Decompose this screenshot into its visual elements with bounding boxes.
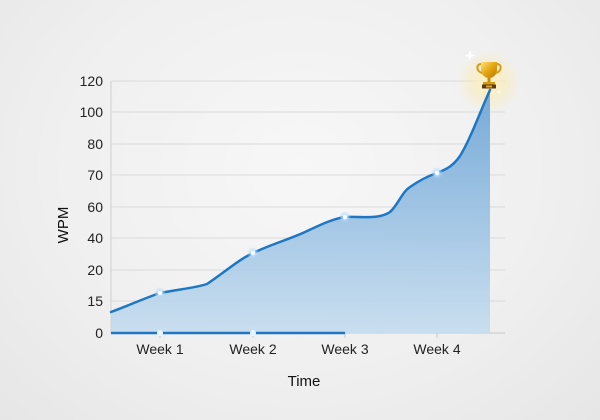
data-point-markers — [154, 167, 443, 336]
y-tick-label: 100 — [80, 104, 104, 120]
y-tick-label: 120 — [80, 73, 104, 89]
trophy-icon — [476, 62, 502, 89]
marker-baseline-week-2 — [250, 330, 256, 336]
y-tick-label: 15 — [87, 293, 103, 309]
y-axis-title: WPM — [55, 207, 72, 244]
sparkle-icon — [464, 50, 501, 94]
x-axis-title: Time — [288, 373, 321, 390]
y-tick-label: 20 — [87, 262, 103, 278]
y-tick-label: 0 — [95, 325, 103, 341]
x-tick-label: Week 1 — [136, 341, 183, 357]
x-tick-label: Week 3 — [321, 341, 368, 357]
wpm-area-fill — [111, 90, 490, 333]
y-tick-label: 40 — [87, 230, 103, 246]
y-tick-label: 60 — [87, 199, 103, 215]
y-tick-label: 80 — [87, 136, 103, 152]
x-tick-label: Week 4 — [413, 341, 460, 357]
x-tick-label: Week 2 — [229, 341, 276, 357]
marker-baseline-week-1 — [157, 330, 163, 336]
y-tick-label: 70 — [87, 167, 103, 183]
x-axis-labels: Week 1 Week 2 Week 3 Week 4 — [136, 341, 460, 357]
y-axis-labels: 120 100 80 70 60 40 20 15 0 — [80, 73, 104, 341]
